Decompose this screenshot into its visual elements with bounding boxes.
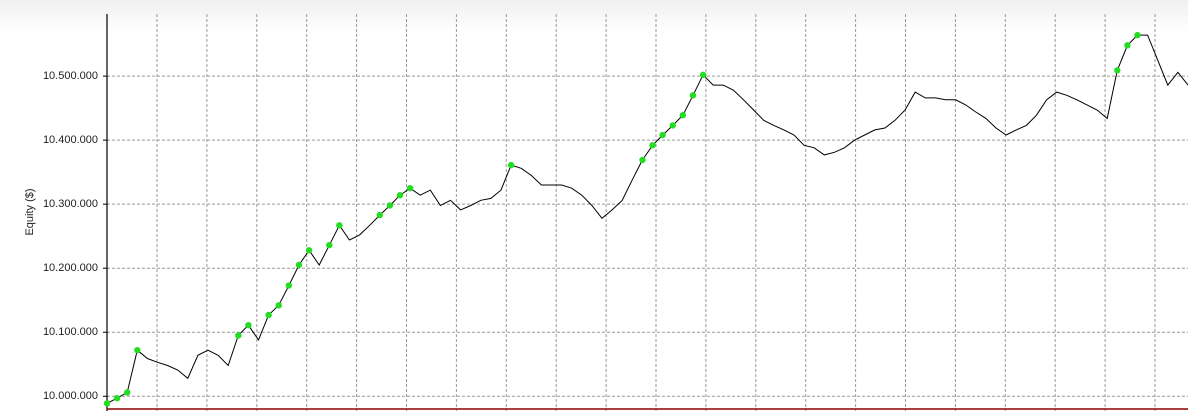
high-marker [1124, 42, 1131, 49]
high-marker [295, 261, 303, 269]
high-marker [1114, 67, 1121, 74]
high-marker [235, 332, 242, 339]
y-tick-label: 10.000.000 [43, 390, 98, 402]
high-marker [1134, 31, 1141, 39]
equity-line [106, 34, 1188, 404]
y-tick-label: 10.100.000 [43, 326, 98, 338]
high-marker [113, 394, 121, 402]
y-tick-label: 10.200.000 [43, 262, 98, 274]
high-marker [699, 71, 707, 79]
high-marker [245, 321, 252, 329]
high-marker [326, 241, 333, 249]
high-marker [679, 111, 687, 119]
high-marker [124, 389, 131, 396]
y-tick-label: 10.500.000 [43, 70, 98, 82]
high-marker [336, 222, 343, 229]
y-tick-label: 10.400.000 [43, 134, 98, 146]
high-marker [134, 346, 141, 354]
high-marker [103, 400, 111, 407]
high-marker [396, 192, 404, 199]
high-marker [376, 211, 383, 219]
high-marker [265, 311, 272, 319]
high-marker [305, 247, 313, 254]
y-axis-label: Equity ($) [24, 188, 36, 235]
high-marker [669, 122, 676, 129]
y-tick-label: 10.300.000 [43, 198, 98, 210]
high-marker [649, 142, 656, 149]
high-marker [285, 282, 293, 289]
high-marker [689, 92, 697, 99]
high-marker [406, 184, 414, 192]
high-marker [659, 131, 666, 139]
vertical-grid [156, 14, 1156, 411]
high-marker [386, 202, 394, 209]
high-marker [275, 302, 282, 309]
high-marker [639, 156, 646, 164]
high-marker [507, 161, 515, 169]
